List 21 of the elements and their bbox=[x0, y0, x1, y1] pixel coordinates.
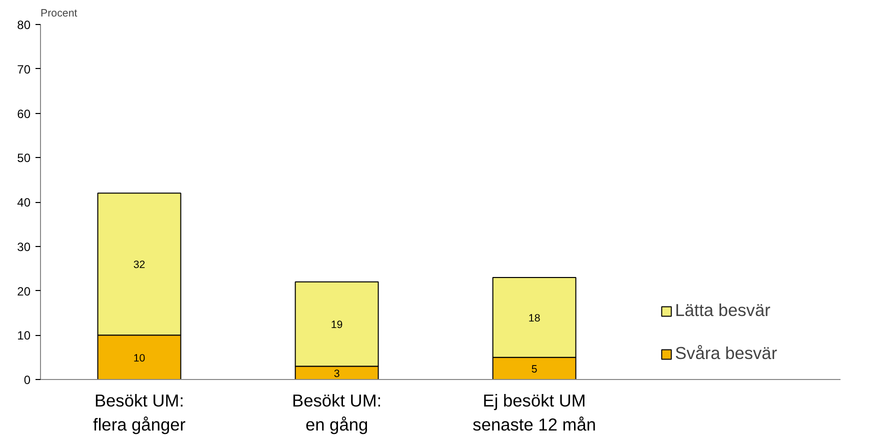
data-label: 10 bbox=[133, 352, 146, 364]
y-tick-label: 50 bbox=[17, 151, 31, 166]
data-label: 19 bbox=[330, 319, 343, 332]
y-tick-label: 80 bbox=[17, 18, 31, 32]
y-axis-title: Procent bbox=[40, 8, 78, 20]
y-tick-label: 20 bbox=[17, 284, 31, 298]
y-tick-label: 30 bbox=[17, 240, 31, 254]
data-label: 5 bbox=[531, 363, 538, 376]
data-label: 32 bbox=[133, 259, 146, 272]
y-tick-label: 10 bbox=[17, 328, 31, 343]
y-tick-label: 70 bbox=[17, 62, 31, 76]
y-tick-label: 60 bbox=[17, 106, 31, 121]
legend-label: Lätta besvär bbox=[675, 300, 770, 321]
x-tick-label: Besökt UM: en gång bbox=[292, 390, 382, 434]
legend-label: Svåra besvär bbox=[675, 343, 778, 364]
data-label: 18 bbox=[528, 312, 540, 324]
x-tick-label: Ej besökt UM senaste 12 mån bbox=[472, 390, 596, 434]
y-tick-label: 0 bbox=[24, 373, 31, 387]
data-label: 3 bbox=[334, 368, 340, 380]
x-tick-label: Besökt UM: flera gånger bbox=[93, 390, 186, 434]
y-tick-label: 40 bbox=[17, 196, 31, 210]
